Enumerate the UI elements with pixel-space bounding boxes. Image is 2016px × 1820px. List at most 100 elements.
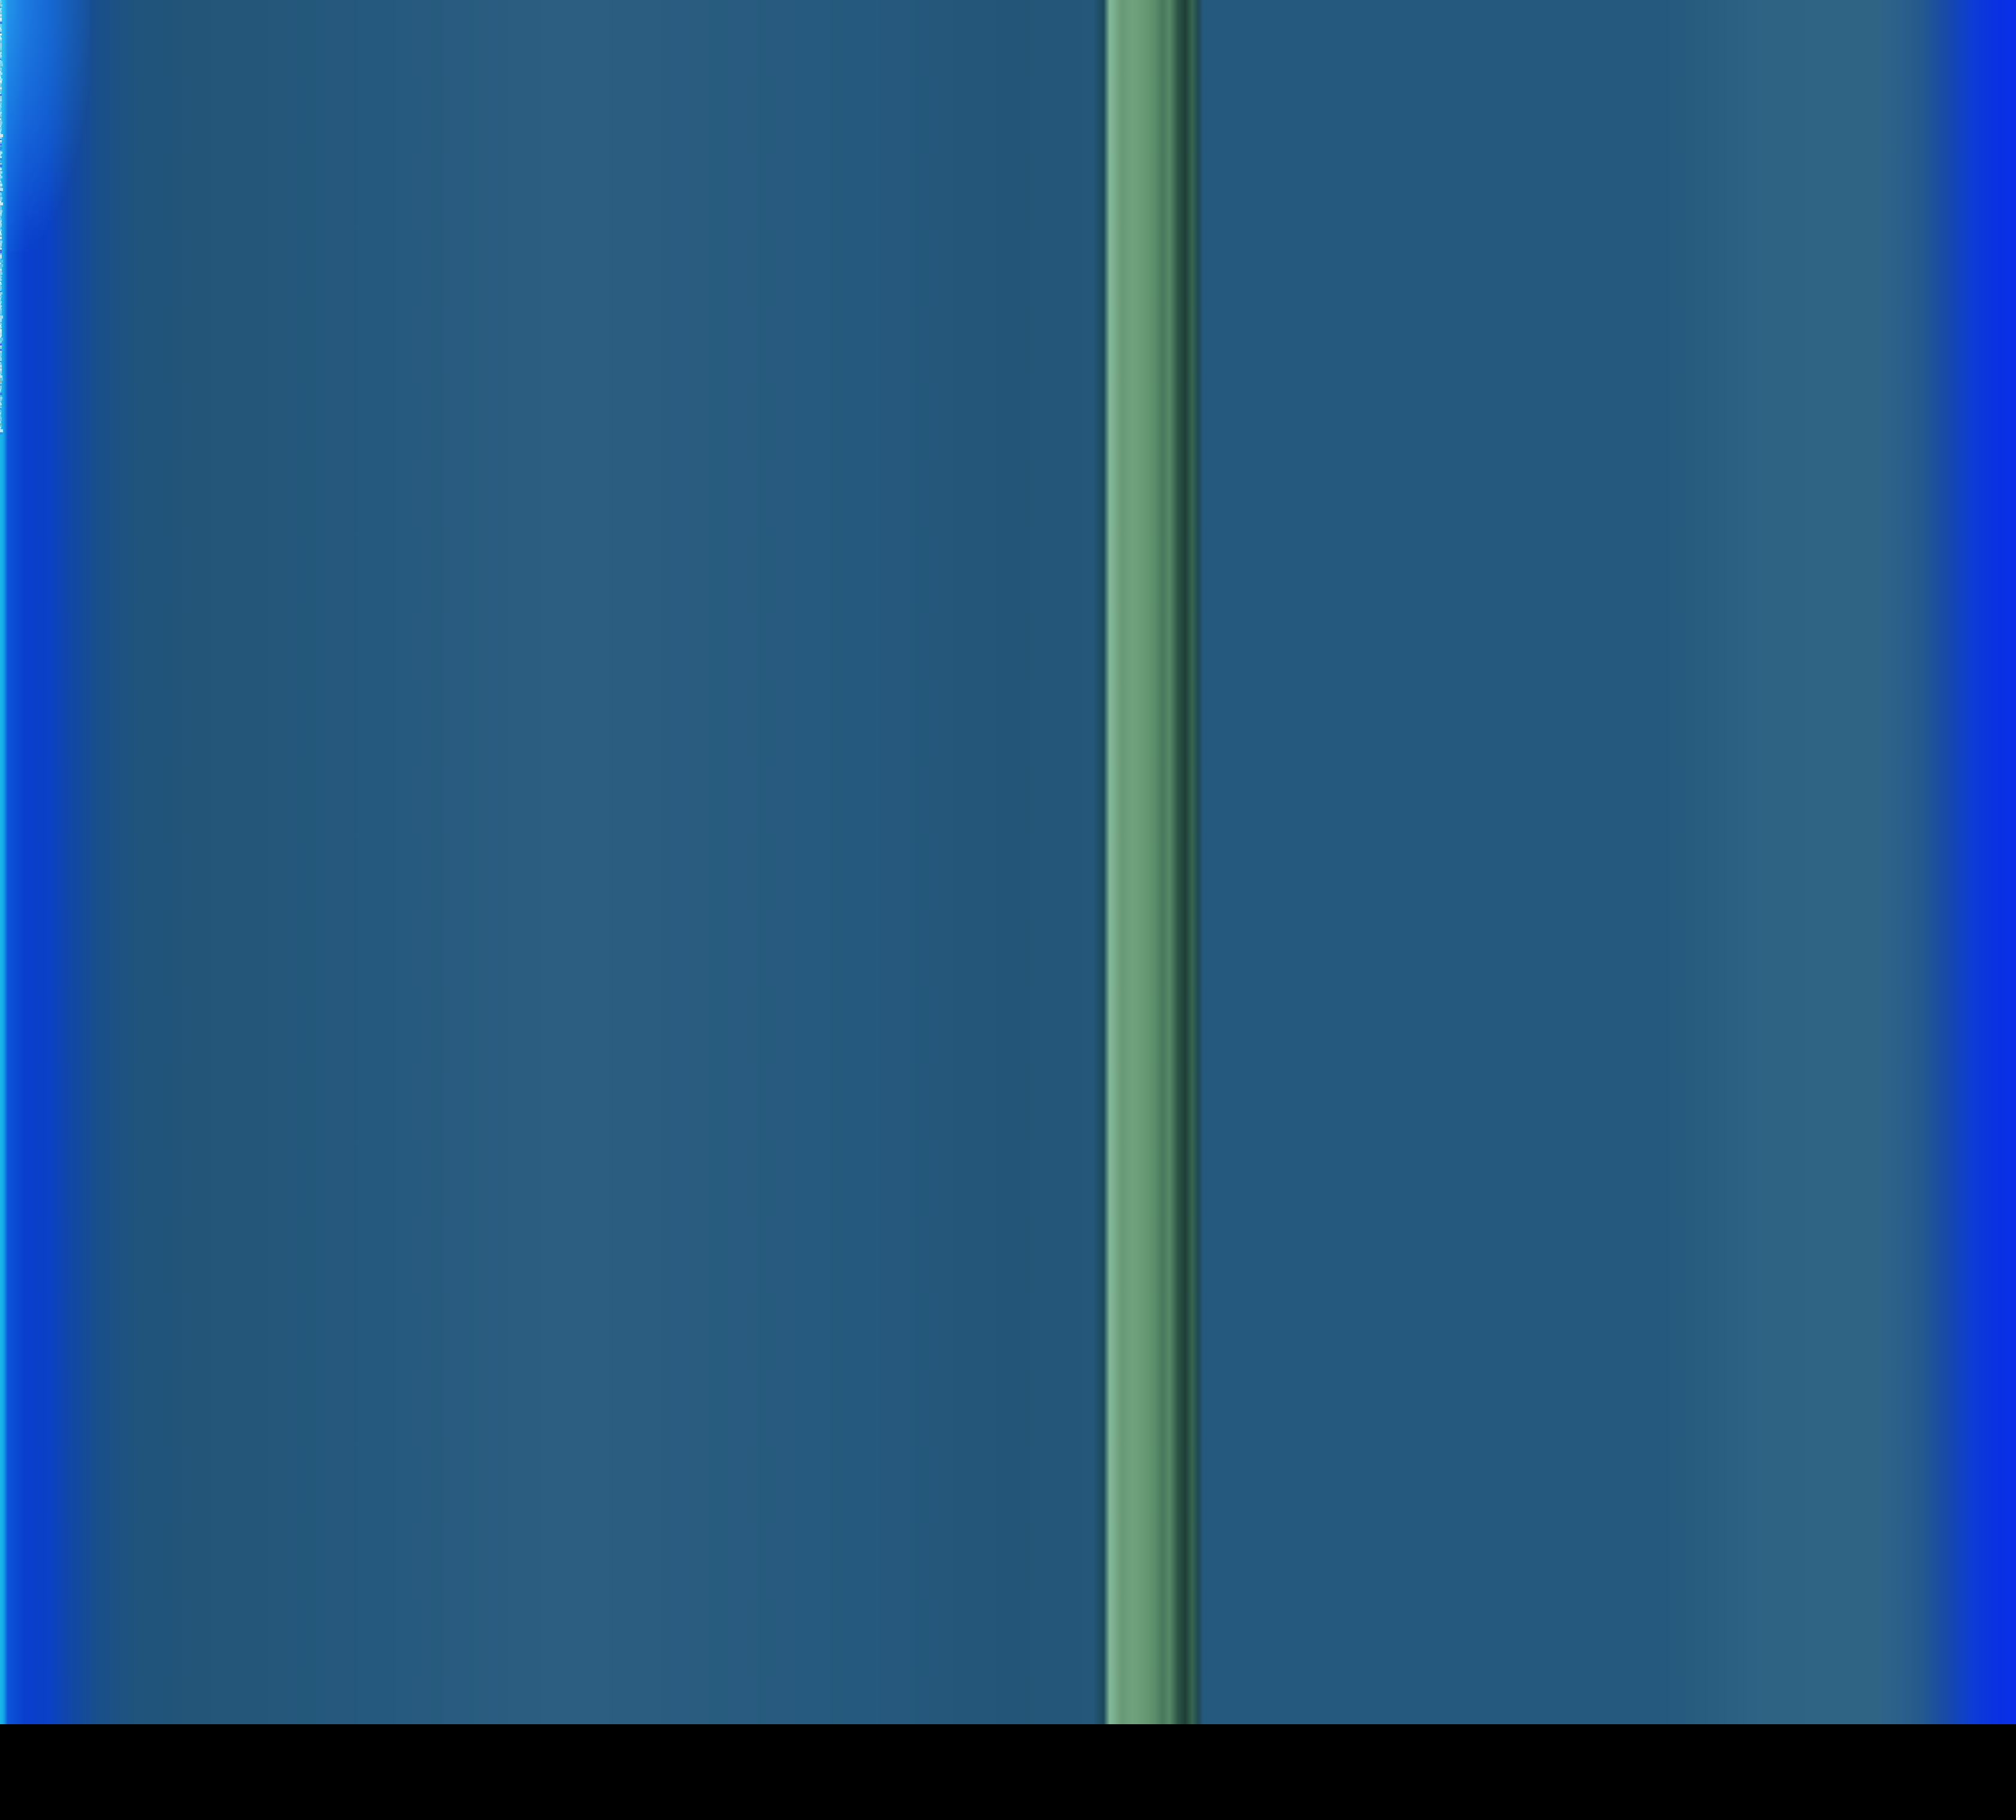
star	[0, 301, 2, 303]
star	[0, 137, 2, 139]
star	[0, 175, 1, 176]
star	[0, 432, 2, 435]
star	[0, 371, 2, 372]
star	[0, 59, 1, 60]
star	[0, 232, 1, 233]
star	[0, 126, 1, 127]
star	[0, 150, 1, 151]
star	[0, 202, 3, 205]
star	[0, 4, 2, 7]
star	[0, 372, 2, 374]
star	[0, 32, 1, 34]
star	[0, 86, 2, 87]
star	[0, 43, 2, 45]
star	[0, 374, 1, 375]
star	[0, 105, 1, 106]
star	[0, 28, 1, 29]
star	[0, 114, 1, 115]
star	[0, 320, 2, 322]
star	[0, 94, 2, 96]
star	[0, 93, 1, 94]
star	[0, 386, 2, 387]
star	[0, 241, 2, 243]
star	[0, 308, 2, 310]
star	[0, 296, 2, 298]
star	[0, 180, 1, 181]
star	[0, 127, 2, 129]
star	[0, 29, 2, 31]
star	[0, 37, 1, 38]
star	[0, 124, 2, 126]
star	[0, 393, 2, 395]
star	[0, 247, 1, 248]
star	[0, 351, 2, 353]
star	[0, 68, 2, 69]
star	[0, 199, 2, 201]
star	[0, 429, 3, 432]
star	[0, 399, 2, 401]
star	[0, 71, 1, 72]
star	[0, 103, 2, 105]
star	[0, 101, 2, 103]
star	[0, 419, 2, 421]
star	[0, 91, 2, 93]
star	[0, 255, 2, 257]
star	[0, 395, 2, 397]
star	[0, 54, 1, 55]
star	[0, 271, 2, 272]
star	[0, 174, 1, 175]
star	[0, 336, 1, 338]
star	[0, 66, 1, 68]
star	[0, 14, 2, 16]
star	[0, 18, 2, 20]
star	[0, 283, 2, 285]
star	[0, 11, 2, 13]
star	[0, 154, 1, 155]
star	[0, 60, 1, 61]
star	[0, 229, 2, 231]
star	[0, 361, 1, 362]
star	[0, 168, 2, 170]
star	[0, 353, 2, 354]
star	[0, 78, 2, 81]
star	[0, 216, 1, 217]
star	[0, 310, 2, 312]
star	[0, 140, 2, 142]
star	[0, 131, 1, 132]
star	[0, 342, 1, 344]
star	[0, 69, 2, 71]
star	[0, 357, 2, 359]
star	[0, 295, 1, 296]
star	[0, 278, 1, 279]
star	[0, 83, 2, 84]
star	[0, 156, 2, 158]
star	[0, 24, 2, 26]
star	[0, 422, 1, 423]
star	[0, 162, 1, 163]
star	[0, 48, 2, 50]
star	[0, 75, 1, 76]
star	[0, 10, 1, 11]
star	[0, 389, 1, 390]
star	[0, 61, 2, 63]
star	[0, 259, 1, 260]
star	[0, 417, 2, 419]
star	[0, 359, 2, 361]
star	[0, 415, 1, 416]
star	[0, 184, 2, 186]
star	[0, 349, 2, 351]
star	[0, 248, 2, 250]
star	[0, 281, 1, 282]
star	[0, 331, 2, 333]
star	[0, 401, 1, 402]
star	[0, 323, 2, 325]
star	[0, 304, 1, 305]
star	[0, 354, 2, 356]
star	[0, 34, 2, 35]
star	[0, 115, 2, 117]
star	[0, 397, 2, 399]
star	[0, 298, 1, 299]
star	[0, 13, 2, 14]
star	[0, 119, 1, 120]
